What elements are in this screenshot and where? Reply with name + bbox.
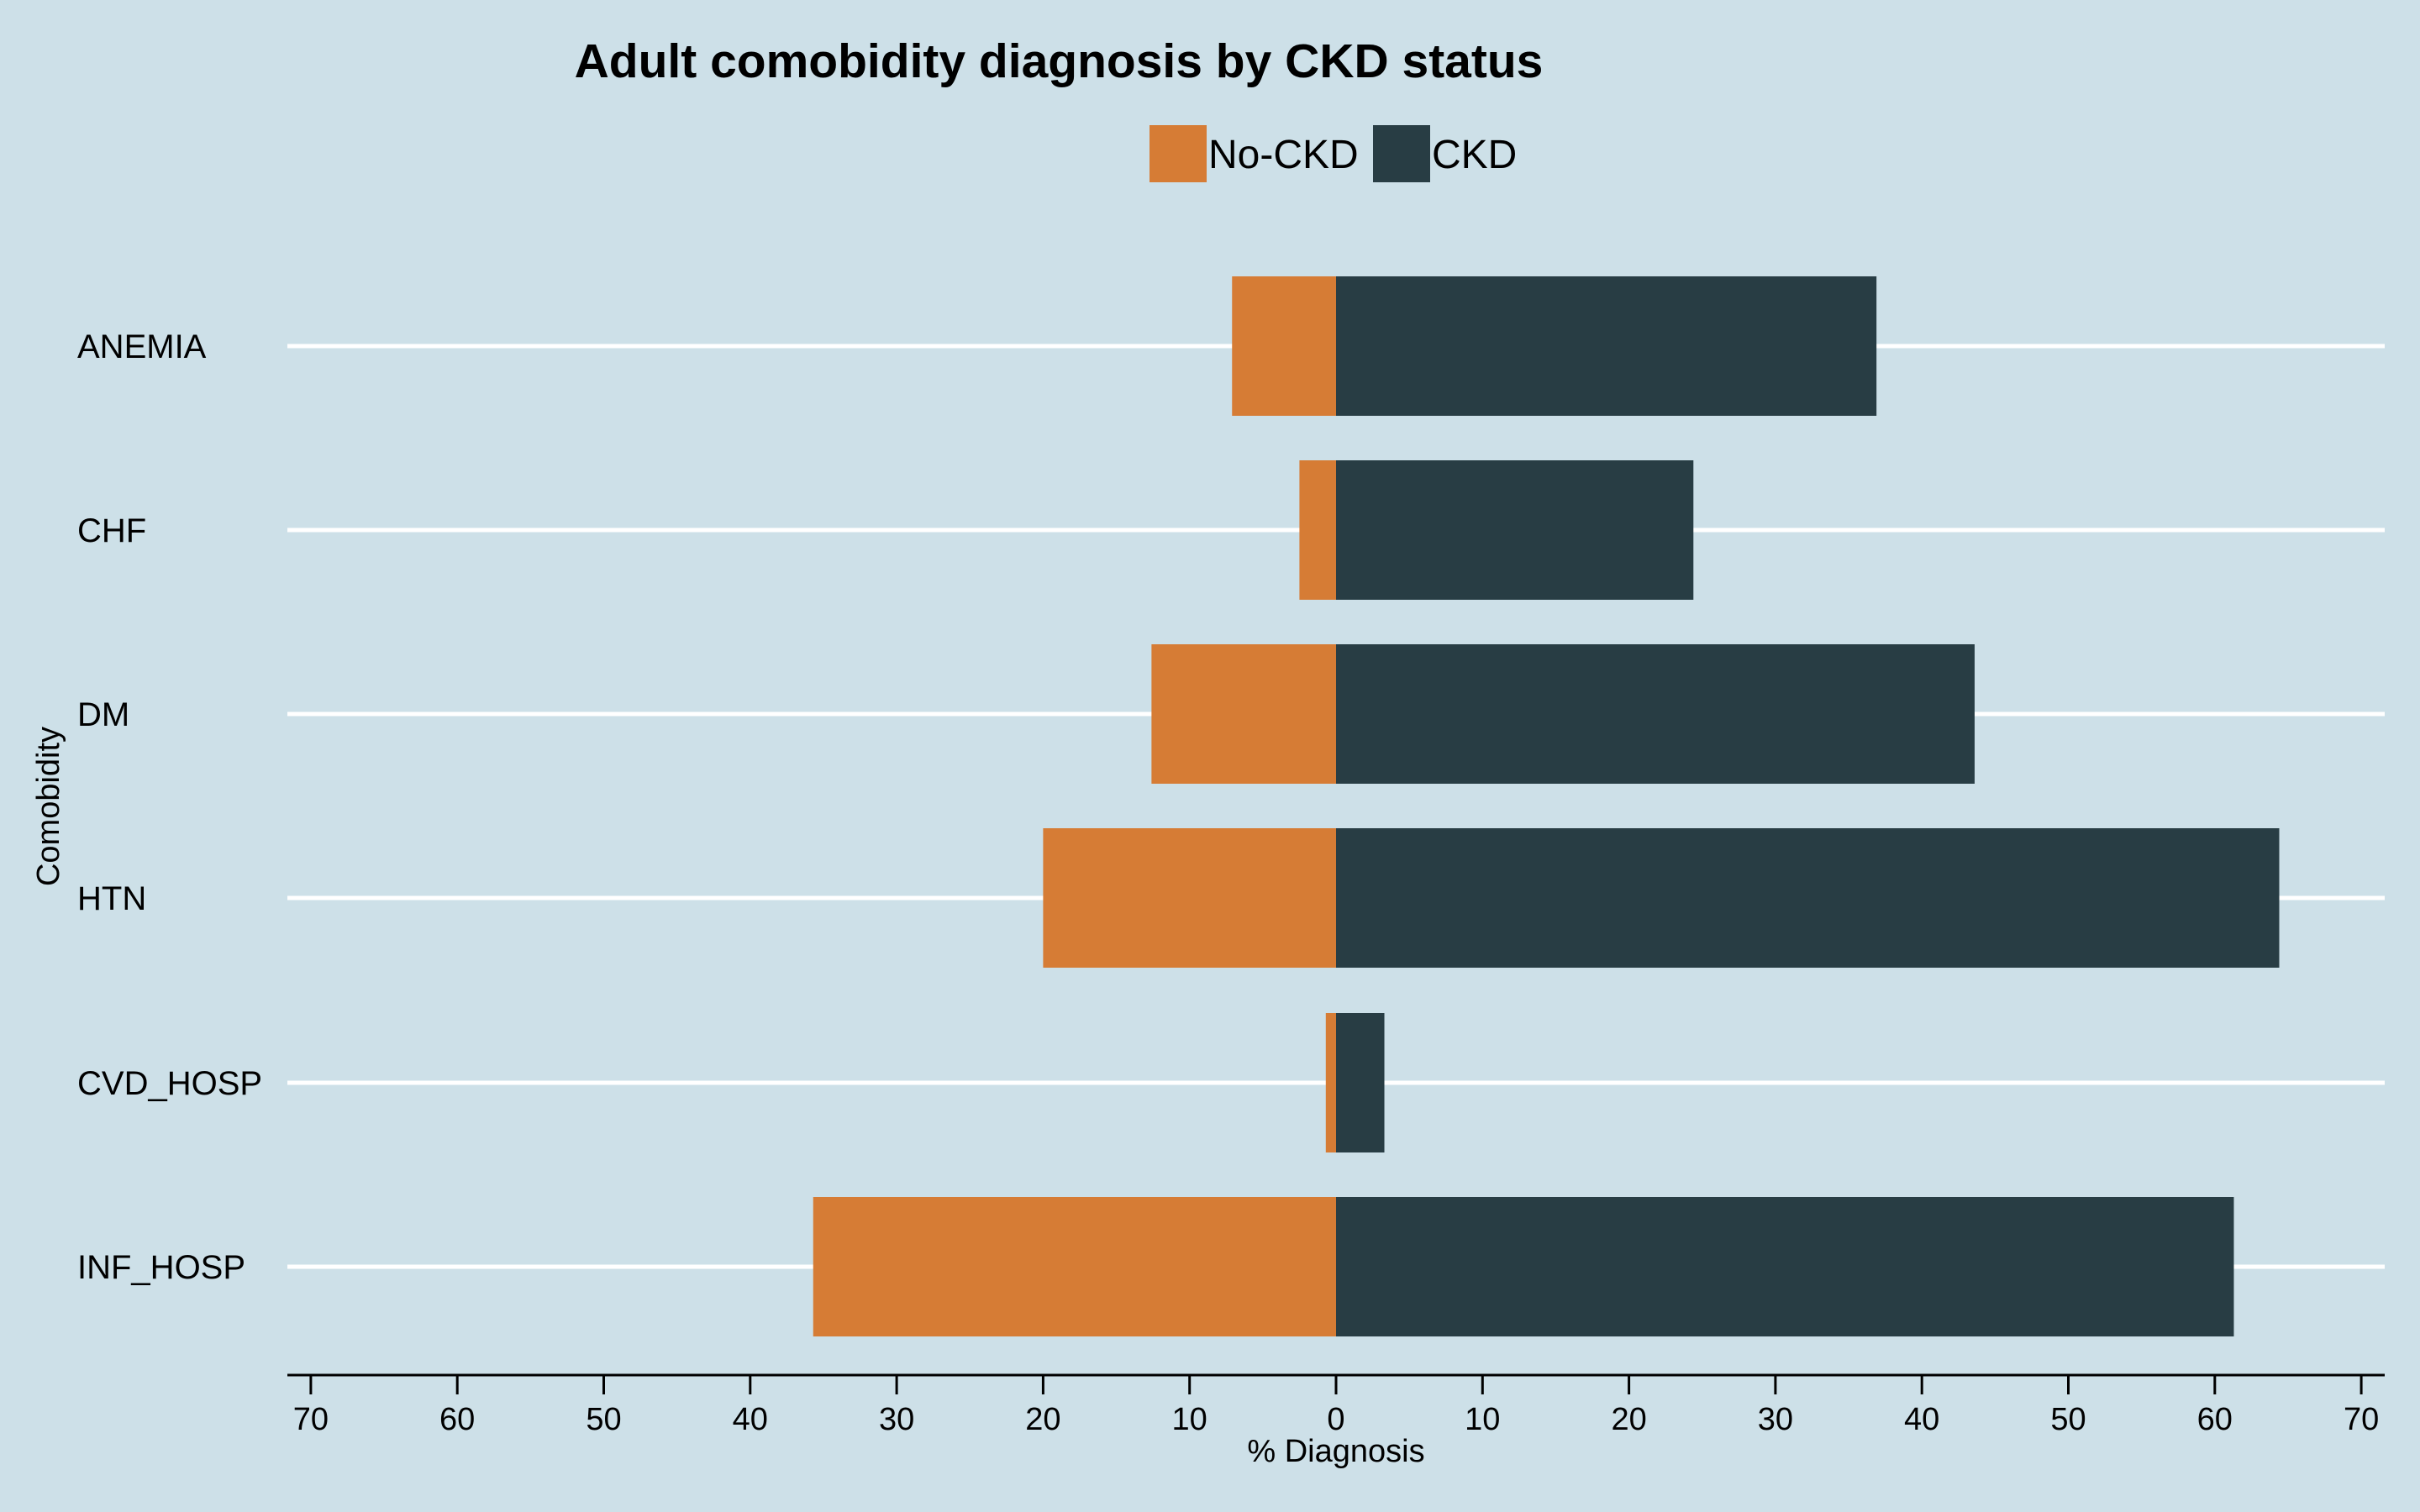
x-tick-label: 60	[439, 1402, 475, 1437]
bar-ckd-inf-hosp	[1336, 1197, 2234, 1336]
x-tick-label: 40	[733, 1402, 768, 1437]
bar-no-ckd-inf-hosp	[813, 1197, 1336, 1336]
x-tick-label: 20	[1611, 1402, 1646, 1437]
bars	[813, 276, 2280, 1336]
x-axis-title: % Diagnosis	[1247, 1434, 1424, 1469]
x-tick-label: 0	[1327, 1402, 1344, 1437]
legend: No-CKD CKD	[1150, 125, 1517, 182]
x-tick-label: 10	[1465, 1402, 1500, 1437]
x-tick-label: 50	[586, 1402, 621, 1437]
category-label-cvd-hosp: CVD_HOSP	[77, 1065, 262, 1102]
legend-label-no-ckd: No-CKD	[1208, 133, 1359, 177]
x-tick-label: 60	[2197, 1402, 2233, 1437]
bar-ckd-cvd-hosp	[1336, 1013, 1385, 1152]
x-tick-label: 50	[2050, 1402, 2086, 1437]
x-tick-label: 70	[293, 1402, 329, 1437]
legend-swatch-no-ckd	[1150, 125, 1207, 182]
bar-no-ckd-chf	[1299, 460, 1336, 600]
category-label-inf-hosp: INF_HOSP	[77, 1249, 245, 1286]
category-label-anemia: ANEMIA	[77, 328, 207, 365]
legend-swatch-ckd	[1373, 125, 1430, 182]
x-tick-label: 20	[1025, 1402, 1060, 1437]
x-tick-label: 30	[1758, 1402, 1793, 1437]
bar-ckd-chf	[1336, 460, 1694, 600]
x-tick-label: 40	[1904, 1402, 1939, 1437]
x-tick-label: 70	[2344, 1402, 2379, 1437]
x-ticks: 70 60 50 40 30 20 10 0 10 20 30 40 50 60 70	[293, 1375, 2379, 1437]
y-axis-title: Comobidity	[31, 727, 66, 886]
category-label-htn: HTN	[77, 880, 146, 917]
x-tick-label: 30	[879, 1402, 914, 1437]
bar-no-ckd-dm	[1151, 644, 1336, 784]
category-label-chf: CHF	[77, 512, 146, 549]
x-axis: 70 60 50 40 30 20 10 0 10 20 30 40 50 60 70	[287, 1373, 2385, 1437]
bar-no-ckd-anemia	[1232, 276, 1336, 416]
chart-title: Adult comobidity diagnosis by CKD status	[575, 34, 1544, 88]
x-tick-label: 10	[1172, 1402, 1207, 1437]
category-label-dm: DM	[77, 696, 129, 733]
bar-no-ckd-htn	[1043, 828, 1336, 968]
legend-label-ckd: CKD	[1432, 133, 1517, 177]
bar-no-ckd-cvd-hosp	[1325, 1013, 1336, 1152]
category-labels: ANEMIA CHF DM HTN CVD_HOSP INF_HOSP	[77, 328, 262, 1286]
bar-ckd-anemia	[1336, 276, 1877, 416]
bar-ckd-dm	[1336, 644, 1975, 784]
bar-ckd-htn	[1336, 828, 2280, 968]
